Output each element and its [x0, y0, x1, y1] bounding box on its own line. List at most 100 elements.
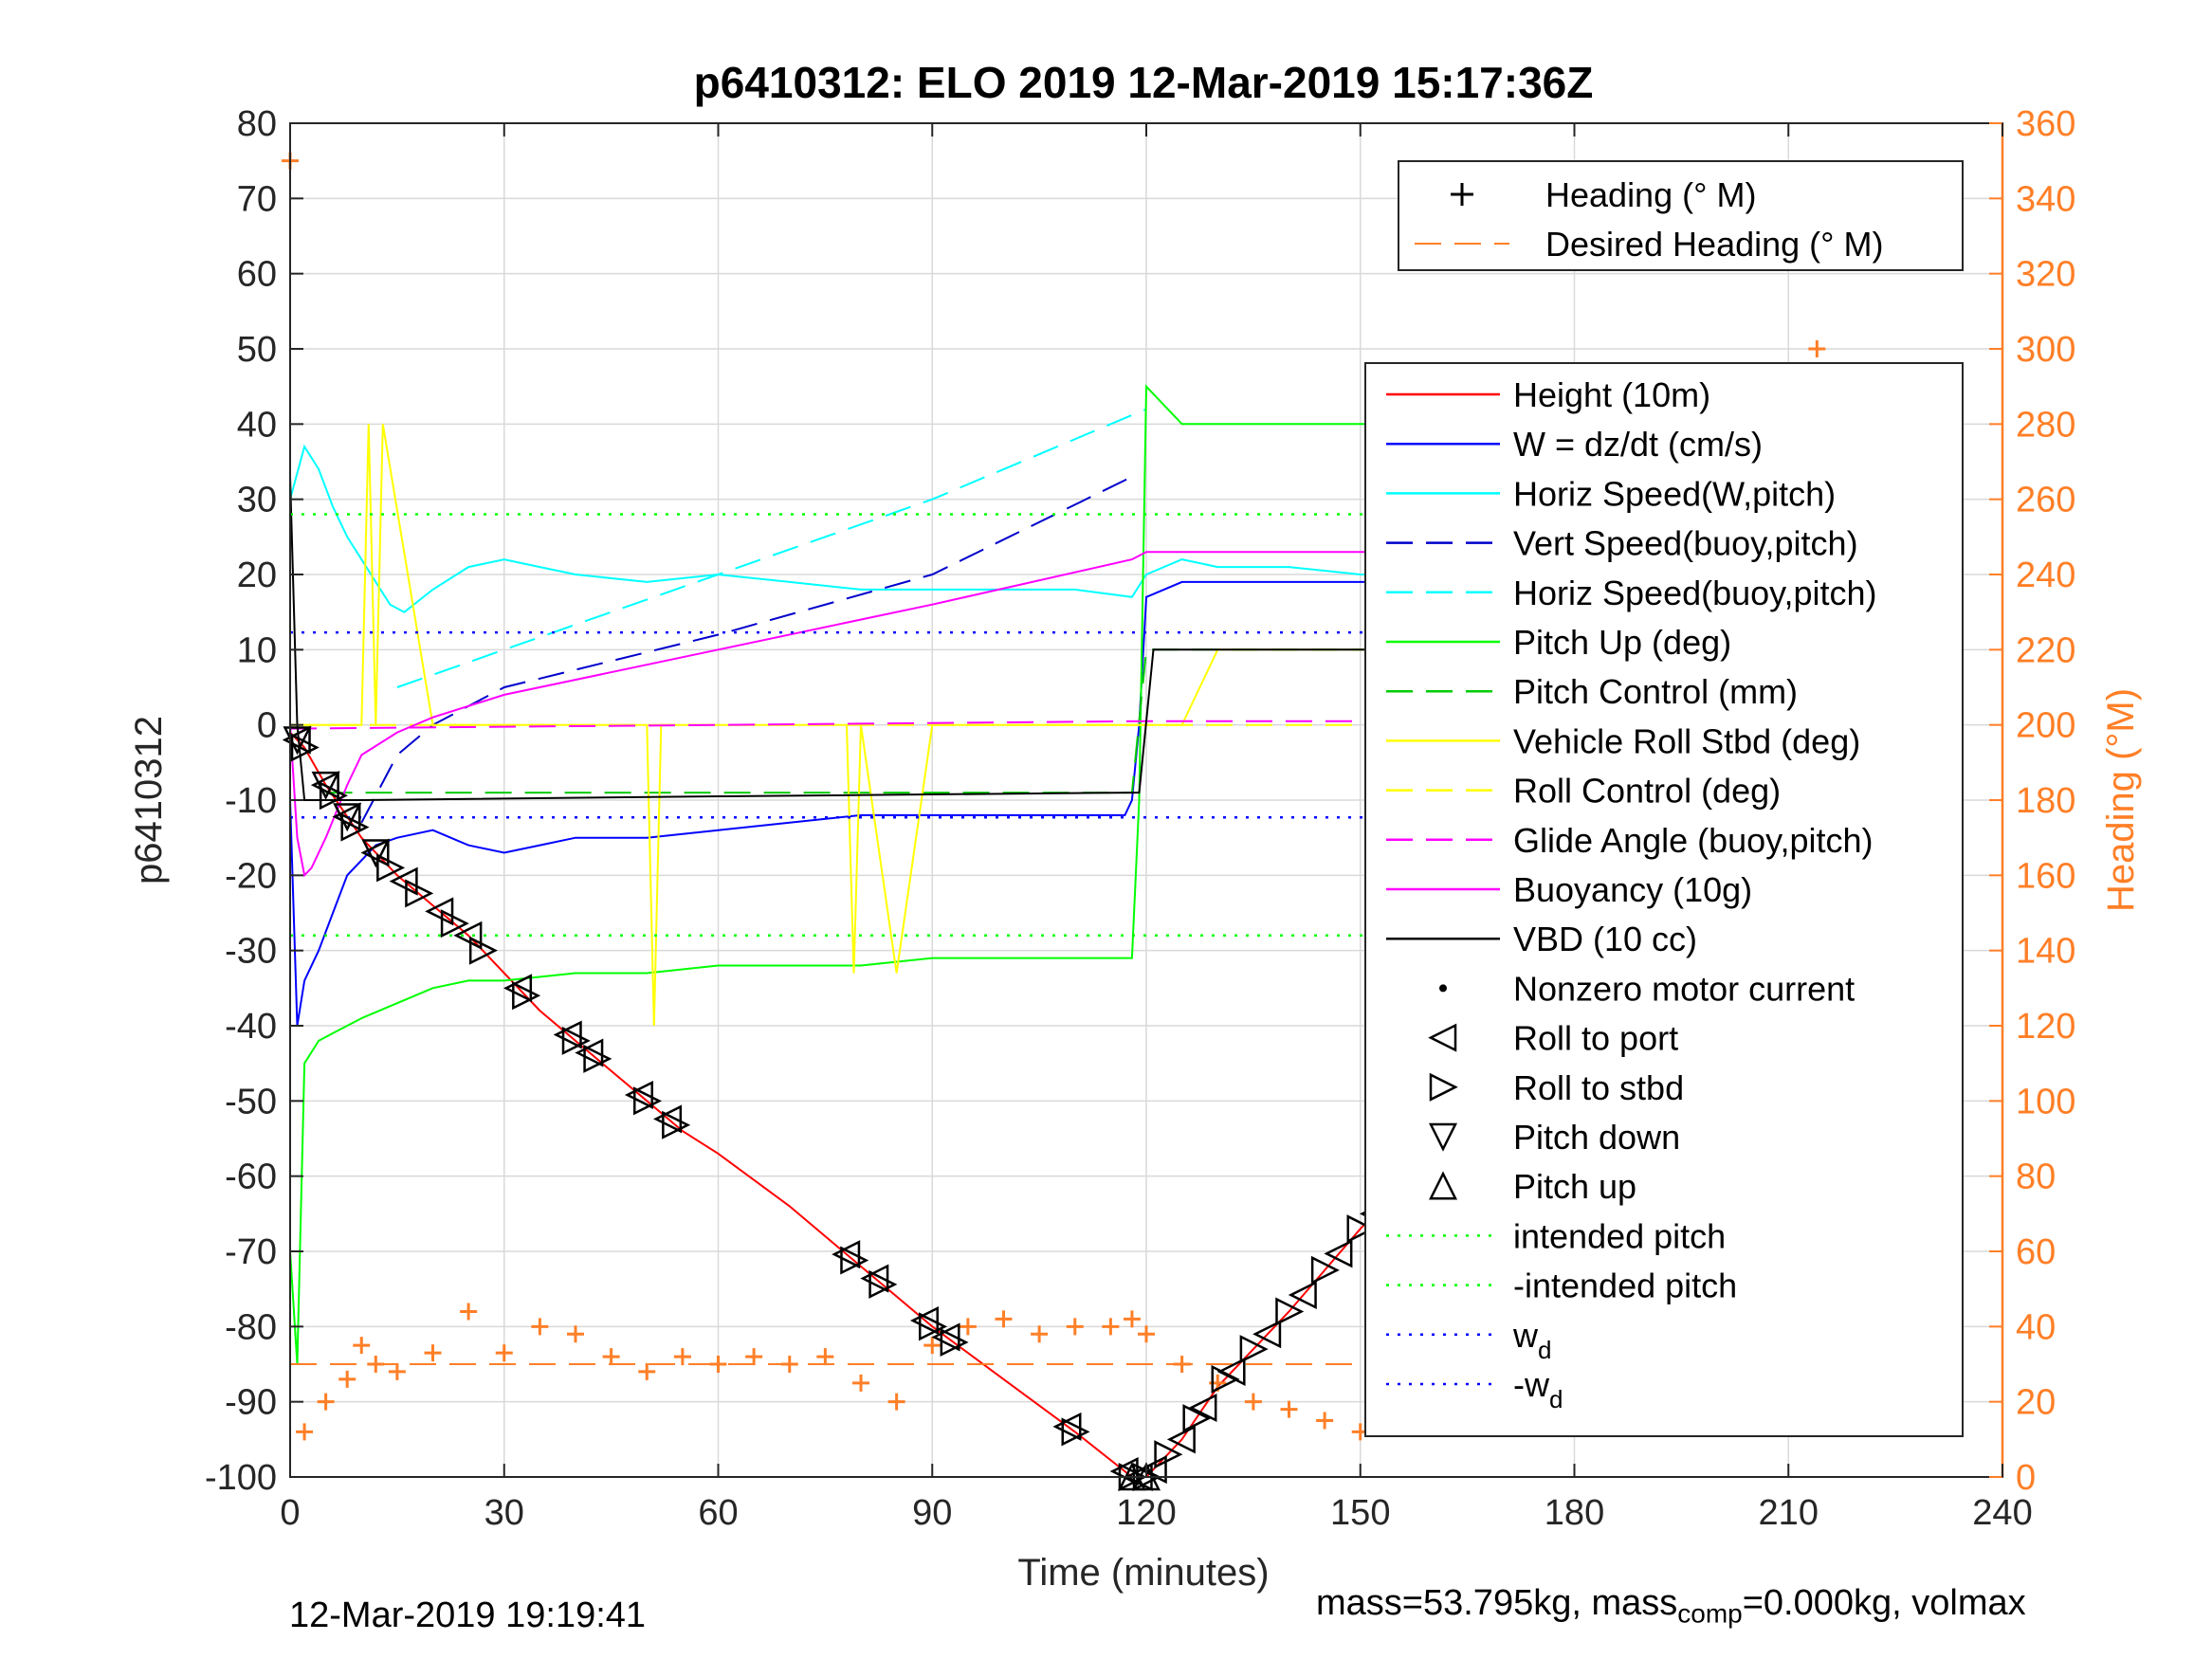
footer-mass-suffix: =0.000kg, volmax [1742, 1583, 2026, 1623]
y-tick-label-left: -90 [225, 1383, 277, 1423]
roll-stbd-marker [1346, 1214, 1376, 1244]
x-tick-label: 150 [1330, 1493, 1390, 1533]
y-tick-label-right: 200 [2016, 706, 2075, 746]
legend-entry-label: Pitch Control (mm) [1513, 672, 1798, 711]
roll-port-marker [503, 974, 533, 1003]
heading-point [567, 1325, 584, 1343]
heading-point [424, 1344, 442, 1362]
y-axis-right: 0 20 40 60 80 100 120 140 160 180 200 220 240 260 280 3… [1989, 104, 2075, 1498]
roll-stbd-marker [633, 1086, 663, 1116]
legend-entry-text: Pitch up [1513, 1167, 1636, 1206]
roll-stbd-marker [1310, 1255, 1340, 1285]
y-tick-label-right: 160 [2016, 856, 2075, 896]
legend-entry-text: Vert Speed(buoy,pitch) [1513, 524, 1858, 563]
roll-port-marker [332, 802, 361, 831]
y-tick-label-right: 260 [2016, 481, 2075, 520]
legend-entry-text: Buoyancy (10g) [1513, 870, 1752, 909]
legend-entry-text: Roll to stbd [1513, 1068, 1684, 1107]
footer-mass-prefix: mass=53.795kg, mass [1316, 1583, 1678, 1623]
legend-entry-label: Height (10m) [1513, 375, 1710, 414]
y-tick-label-left: 0 [257, 706, 277, 746]
y-tick-label-left: 40 [237, 405, 277, 445]
legend-entry-text: Vehicle Roll Stbd (deg) [1513, 721, 1860, 760]
roll-stbd-marker [1154, 1440, 1183, 1469]
legend-entry-text: Roll to port [1513, 1019, 1678, 1058]
heading-point [1138, 1325, 1155, 1343]
x-tick-label: 30 [484, 1493, 524, 1533]
legend-entry-text: Pitch down [1513, 1118, 1680, 1157]
legend-symbol-triangle [1428, 1023, 1457, 1052]
y-tick-label-left: -100 [205, 1458, 277, 1498]
legend-entry-text: Height (10m) [1513, 375, 1710, 414]
roll-port-marker [1288, 1280, 1317, 1310]
heading-point [602, 1348, 620, 1366]
roll-stbd-marker [1182, 1404, 1212, 1433]
heading-point [353, 1337, 371, 1355]
y-tick-label-left: -40 [225, 1007, 277, 1047]
legend-entry-text: W = dz/dt (cm/s) [1513, 425, 1763, 464]
roll-stbd-marker [440, 909, 469, 939]
y-tick-label-right: 280 [2016, 405, 2075, 445]
footer-mass-sub: comp [1677, 1598, 1743, 1629]
legend-entry-text: -w [1513, 1365, 1550, 1404]
x-tick-label: 210 [1759, 1493, 1819, 1533]
legend-entry-label: VBD (10 cc) [1513, 920, 1697, 958]
heading-point [923, 1337, 941, 1355]
y-axis-label-left: p6410312 [128, 716, 170, 884]
heading-point [317, 1393, 335, 1411]
legend-entry-label: Horiz Speed(buoy,pitch) [1513, 574, 1877, 612]
heading-point [1316, 1412, 1334, 1430]
y-tick-label-left: 70 [237, 179, 277, 219]
roll-port-marker [389, 866, 418, 896]
y-tick-label-right: 320 [2016, 255, 2075, 295]
y-tick-label-right: 0 [2016, 1458, 2036, 1498]
footer-mass-info: mass=53.795kg, masscomp=0.000kg, volmax [1316, 1583, 2026, 1630]
roll-port-marker [282, 725, 311, 755]
legend-entry-label: Horiz Speed(W,pitch) [1513, 474, 1836, 513]
legend-entry-label: Roll to stbd [1513, 1068, 1684, 1107]
legend-entry-text: Nonzero motor current [1513, 969, 1855, 1008]
legend-entry-label: wd [1512, 1316, 1551, 1364]
roll-port-marker [1324, 1239, 1353, 1268]
y-tick-label-right: 40 [2016, 1307, 2056, 1347]
legend-entry-subscript: d [1549, 1385, 1563, 1413]
heading-point [1808, 340, 1826, 357]
y-axis-left: -100-90-80-70-60-50-40-30-20-10010203040… [205, 104, 303, 1498]
heading-point [673, 1348, 691, 1366]
heading-point [638, 1362, 656, 1380]
legend-entry-label: Nonzero motor current [1513, 969, 1855, 1008]
heading-point [1066, 1318, 1084, 1336]
roll-port-marker [310, 771, 339, 800]
heading-point [1123, 1310, 1141, 1328]
heading-point [1031, 1325, 1049, 1343]
x-axis-label: Time (minutes) [1017, 1552, 1269, 1594]
heading-point [1244, 1393, 1262, 1411]
x-tick-label: 90 [912, 1493, 952, 1533]
y-tick-label-right: 120 [2016, 1007, 2075, 1047]
legend-heading-plus-symbol [1451, 183, 1473, 206]
footer-timestamp: 12-Mar-2019 19:19:41 [289, 1595, 647, 1635]
roll-stbd-marker [512, 981, 541, 1011]
legend-heading-label: Desired Heading (° M) [1545, 225, 1884, 264]
legend-entry-label: Pitch down [1513, 1118, 1680, 1157]
x-tick-label: 0 [280, 1493, 300, 1533]
y-tick-label-right: 360 [2016, 104, 2075, 144]
legend-entry-text: Horiz Speed(buoy,pitch) [1513, 574, 1877, 612]
legend-entry-label: Vert Speed(buoy,pitch) [1513, 524, 1858, 563]
y-tick-label-left: -30 [225, 932, 277, 972]
y-tick-label-left: -20 [225, 856, 277, 896]
legend-entry-label: Pitch Up (deg) [1513, 623, 1731, 662]
legend-symbol-dot [1439, 984, 1447, 993]
roll-port-marker [1166, 1425, 1196, 1454]
legend-entry-label: Glide Angle (buoy,pitch) [1513, 821, 1874, 860]
roll-port-marker [1188, 1393, 1217, 1423]
legend-entry-label: Pitch up [1513, 1167, 1636, 1206]
y-tick-label-left: 20 [237, 556, 277, 595]
legend-entry-text: -intended pitch [1513, 1267, 1737, 1305]
roll-port-marker [553, 1020, 582, 1049]
roll-stbd-marker [1061, 1417, 1090, 1447]
legend-entry-text: intended pitch [1513, 1216, 1726, 1255]
x-tick-label: 60 [698, 1493, 738, 1533]
y-tick-label-left: 50 [237, 330, 277, 370]
